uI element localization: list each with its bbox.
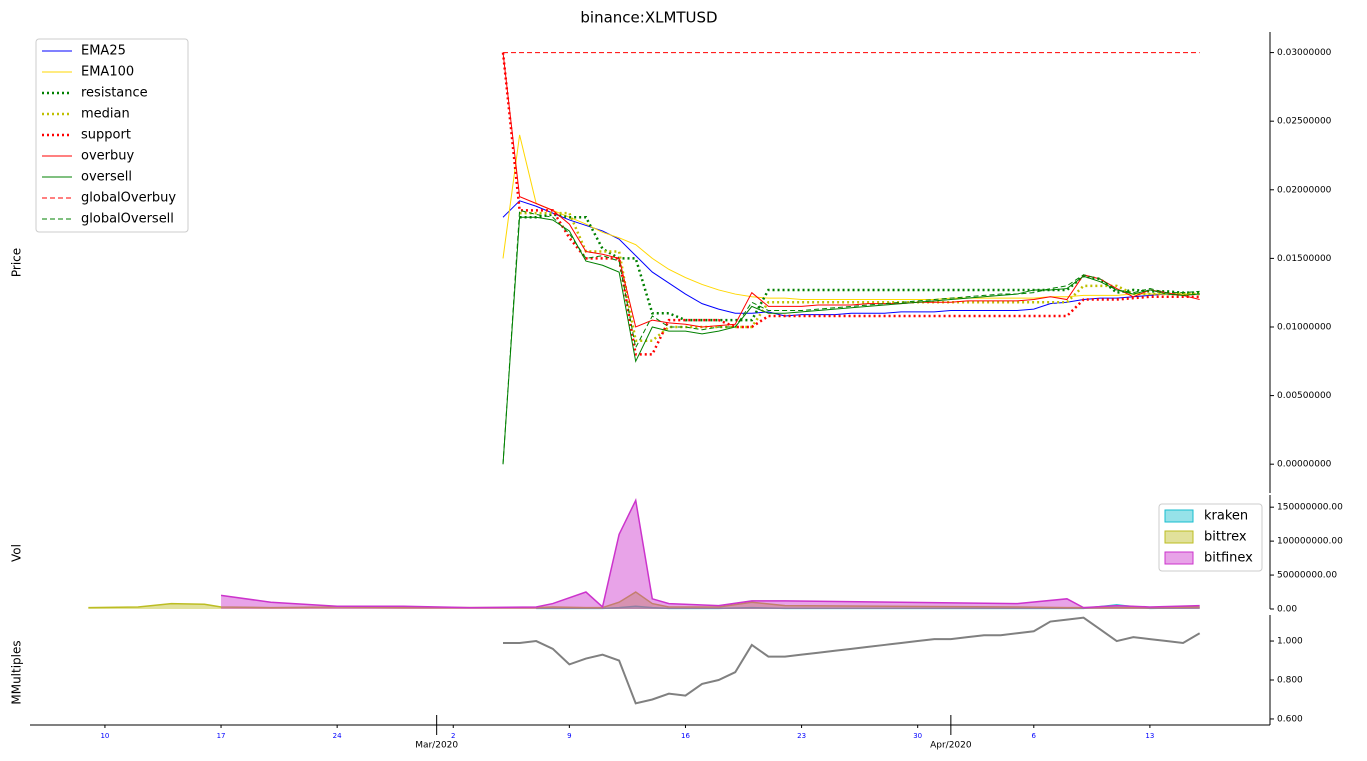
x-tick-label: 9 [567, 732, 571, 740]
legend-label: bittrex [1204, 530, 1247, 545]
y-axis-label: Vol [10, 544, 24, 562]
legend-label: kraken [1204, 509, 1248, 524]
legend-label: EMA100 [81, 65, 134, 80]
line [519, 211, 1200, 342]
y-axis-label: Price [10, 248, 24, 277]
legend-label: globalOverbuy [81, 191, 176, 206]
line [502, 216, 1200, 465]
y-tick-label: 0.00 [1277, 605, 1297, 615]
legend-label: EMA25 [81, 44, 126, 59]
legend-label: resistance [81, 86, 148, 101]
x-major-tick-label: Apr/2020 [930, 741, 972, 751]
legend-box [35, 38, 189, 233]
y-tick-label: 150000000.00 [1277, 503, 1343, 513]
x-tick-label: 2 [451, 732, 455, 740]
x-tick-label: 13 [1145, 732, 1154, 740]
area-edge [88, 591, 1200, 609]
legend-box [1158, 503, 1263, 572]
x-major-tick-label: Mar/2020 [415, 741, 458, 751]
y-tick-label: 1.000 [1277, 637, 1303, 647]
line [502, 209, 1200, 465]
y-tick-label: 50000000.00 [1277, 571, 1337, 581]
legend-swatch [1164, 530, 1194, 544]
x-tick-label: 16 [681, 732, 690, 740]
y-tick-label: 0.02000000 [1277, 185, 1332, 195]
area [221, 500, 1200, 609]
line [502, 52, 1200, 328]
line [502, 134, 1200, 301]
y-tick-label: 0.01000000 [1277, 322, 1332, 332]
chart-title: binance:XLMTUSD [580, 9, 717, 27]
legend-label: globalOversell [81, 212, 174, 227]
y-tick-label: 0.600 [1277, 714, 1303, 724]
y-tick-label: 0.02500000 [1277, 117, 1332, 127]
y-axis-label: MMultiples [10, 640, 24, 704]
legend-label: overbuy [81, 149, 134, 164]
x-tick-label: 24 [333, 732, 342, 740]
legend-label: oversell [81, 170, 132, 185]
x-tick-label: 23 [797, 732, 806, 740]
y-tick-label: 0.00500000 [1277, 391, 1332, 401]
x-tick-label: 10 [100, 732, 109, 740]
line [501, 52, 1200, 356]
legend-label: median [81, 107, 130, 122]
legend-label: support [81, 128, 131, 143]
line [503, 616, 1201, 705]
y-tick-label: 100000000.00 [1277, 537, 1343, 547]
x-tick-label: 17 [217, 732, 226, 740]
legend-swatch [1164, 551, 1194, 565]
line [519, 213, 1200, 322]
x-tick-label: 6 [1032, 732, 1037, 740]
y-tick-label: 0.800 [1277, 676, 1303, 686]
x-tick-label: 30 [913, 732, 922, 740]
y-tick-label: 0.03000000 [1277, 48, 1332, 58]
area-edge [220, 497, 1200, 609]
legend-label: bitfinex [1204, 551, 1253, 566]
y-tick-label: 0.01500000 [1277, 254, 1332, 264]
area [88, 592, 1200, 609]
legend-swatch [1164, 509, 1194, 523]
y-tick-label: 0.00000000 [1277, 460, 1332, 470]
